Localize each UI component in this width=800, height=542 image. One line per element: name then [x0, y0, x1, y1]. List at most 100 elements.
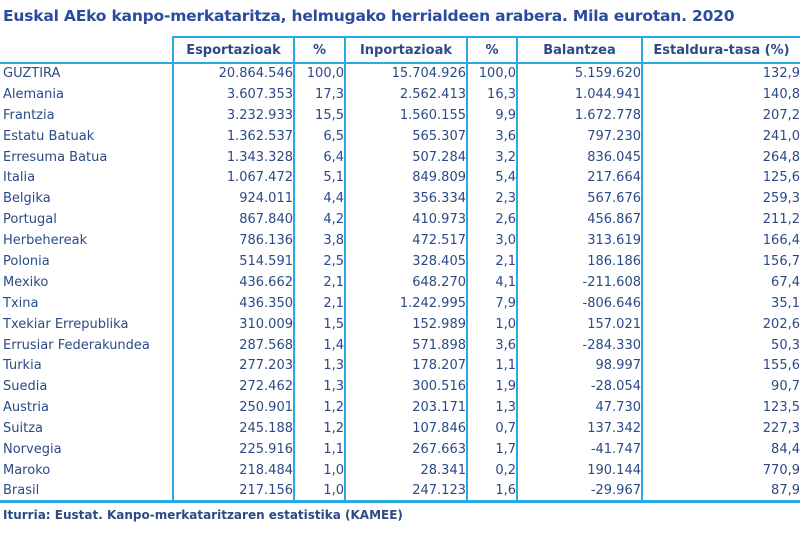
imports-cell: 849.809 [344, 167, 467, 189]
exports-share-cell: 5,1 [293, 167, 345, 189]
coverage-rate-cell: 35,1 [641, 292, 800, 314]
country-cell: Txina [3, 295, 39, 311]
table-row: Belgika 924.011 4,4 356.334 2,3 567.676 259,3 [0, 188, 800, 210]
imports-share-cell: 4,1 [466, 271, 517, 293]
exports-share-cell: 2,1 [293, 271, 345, 293]
exports-cell: 272.462 [172, 376, 294, 398]
exports-share-cell: 1,2 [293, 418, 345, 440]
imports-share-cell: 0,7 [466, 418, 517, 440]
imports-share-cell: 16,3 [466, 83, 517, 105]
country-cell: Txekiar Errepublika [3, 316, 129, 332]
column-header-exports: Esportazioak [172, 36, 294, 64]
coverage-rate-cell: 84,4 [641, 439, 800, 460]
exports-cell: 287.568 [172, 334, 294, 356]
table-row: GUZTIRA 20.864.546 100,0 15.704.926 100,0 5.1… [0, 63, 800, 84]
exports-share-cell: 1,2 [293, 397, 345, 419]
country-cell: Maroko [3, 462, 51, 478]
source-note: Iturria: Eustat. Kanpo-merkataritzaren e… [3, 508, 403, 523]
country-cell: Herbehereak [3, 233, 88, 249]
imports-cell: 328.405 [344, 251, 467, 272]
trade-table: Esportazioak% Inportazioak% Balantzea Estal… [0, 36, 800, 504]
country-cell: Austria [3, 400, 49, 416]
exports-cell: 3.232.933 [172, 104, 294, 126]
exports-share-cell: 2,5 [293, 251, 345, 272]
imports-share-cell: 100,0 [466, 63, 517, 84]
coverage-rate-cell: 227,3 [641, 418, 800, 440]
table-row: Suitza 245.188 1,2 107.846 0,7 137.342 227,3 [0, 418, 800, 440]
exports-share-cell: 6,4 [293, 146, 345, 168]
table-row: Estatu Batuak 1.362.537 6,5 565.307 3,6 797.2… [0, 125, 800, 147]
exports-cell: 1.362.537 [172, 125, 294, 147]
table-row: Italia 1.067.472 5,1 849.809 5,4 217.664 125,6 [0, 167, 800, 189]
balance-cell: -29.967 [516, 480, 642, 504]
exports-cell: 786.136 [172, 230, 294, 252]
table-row: Frantzia 3.232.933 15,5 1.560.155 9,9 1.672.7… [0, 104, 800, 126]
coverage-rate-cell: 50,3 [641, 334, 800, 356]
balance-cell: -806.646 [516, 292, 642, 314]
table-row: Brasil 217.156 1,0 247.123 1,6 -29.967 87,9 [0, 480, 800, 504]
table-row: Erresuma Batua 1.343.328 6,4 507.284 3,2 836.… [0, 146, 800, 168]
country-cell: Italia [3, 170, 36, 186]
balance-cell: 836.045 [516, 146, 642, 168]
country-cell: Frantzia [3, 107, 55, 123]
coverage-rate-cell: 264,8 [641, 146, 800, 168]
exports-cell: 218.484 [172, 459, 294, 481]
table-row: Herbehereak 786.136 3,8 472.517 3,0 313.619 16… [0, 230, 800, 252]
balance-cell: 1.672.778 [516, 104, 642, 126]
exports-share-cell: 2,1 [293, 292, 345, 314]
column-header-imports: Inportazioak [344, 36, 467, 64]
imports-share-cell: 2,1 [466, 251, 517, 272]
imports-cell: 247.123 [344, 480, 467, 504]
coverage-rate-cell: 202,6 [641, 313, 800, 335]
exports-cell: 436.662 [172, 271, 294, 293]
exports-cell: 250.901 [172, 397, 294, 419]
imports-share-cell: 5,4 [466, 167, 517, 189]
coverage-rate-cell: 770,9 [641, 459, 800, 481]
table-head-row: Esportazioak% Inportazioak% Balantzea Estal… [0, 36, 800, 64]
balance-cell: 137.342 [516, 418, 642, 440]
country-cell: Suitza [3, 421, 43, 437]
imports-share-cell: 0,2 [466, 459, 517, 481]
coverage-rate-cell: 259,3 [641, 188, 800, 210]
imports-cell: 472.517 [344, 230, 467, 252]
imports-share-cell: 1,0 [466, 313, 517, 335]
table-row: Suedia 272.462 1,3 300.516 1,9 -28.054 90,7 [0, 376, 800, 398]
coverage-rate-cell: 125,6 [641, 167, 800, 189]
exports-share-cell: 1,4 [293, 334, 345, 356]
imports-cell: 1.560.155 [344, 104, 467, 126]
country-cell: Portugal [3, 212, 57, 228]
exports-cell: 514.591 [172, 251, 294, 272]
balance-cell: 1.044.941 [516, 83, 642, 105]
imports-cell: 28.341 [344, 459, 467, 481]
imports-share-cell: 2,6 [466, 209, 517, 231]
corner-header-cell [0, 37, 173, 64]
exports-cell: 310.009 [172, 313, 294, 335]
exports-share-cell: 4,2 [293, 209, 345, 231]
country-cell: Estatu Batuak [3, 128, 95, 144]
balance-cell: -284.330 [516, 334, 642, 356]
column-header-coverage-rate: Estaldura-tasa (%) [641, 36, 800, 64]
coverage-rate-cell: 90,7 [641, 376, 800, 398]
imports-share-cell: 3,2 [466, 146, 517, 168]
balance-cell: 190.144 [516, 459, 642, 481]
imports-cell: 507.284 [344, 146, 467, 168]
balance-cell: 5.159.620 [516, 63, 642, 84]
coverage-rate-cell: 241,0 [641, 125, 800, 147]
exports-cell: 1.067.472 [172, 167, 294, 189]
imports-share-cell: 1,1 [466, 355, 517, 377]
coverage-rate-cell: 211,2 [641, 209, 800, 231]
exports-share-cell: 17,3 [293, 83, 345, 105]
balance-cell: 797.230 [516, 125, 642, 147]
table-row: Txekiar Errepublika 310.009 1,5 152.989 1,0 1… [0, 313, 800, 335]
balance-cell: 186.186 [516, 251, 642, 272]
table-row: Portugal 867.840 4,2 410.973 2,6 456.867 211,2 [0, 209, 800, 231]
balance-cell: -211.608 [516, 271, 642, 293]
imports-share-cell: 1,9 [466, 376, 517, 398]
country-cell: Brasil [0, 480, 173, 504]
balance-cell: -28.054 [516, 376, 642, 398]
imports-cell: 203.171 [344, 397, 467, 419]
balance-cell: 567.676 [516, 188, 642, 210]
column-header-imports-share: % [466, 36, 517, 64]
imports-share-cell: 1,6 [466, 480, 517, 504]
